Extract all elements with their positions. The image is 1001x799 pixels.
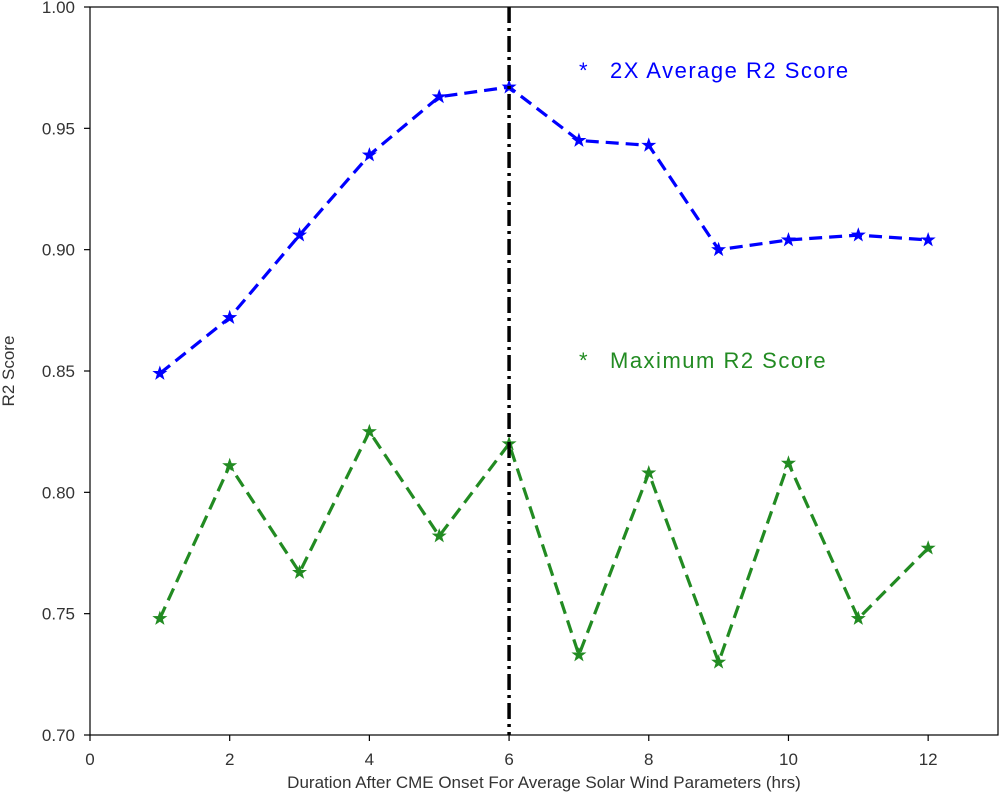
legend-label: Maximum R2 Score xyxy=(610,348,827,373)
data-point-star xyxy=(850,610,866,625)
data-point-star xyxy=(152,610,168,625)
x-tick-label: 6 xyxy=(504,750,513,769)
data-point-star xyxy=(780,232,796,247)
y-tick-label: 0.85 xyxy=(42,362,75,381)
y-tick-label: 0.70 xyxy=(42,726,75,745)
y-tick-label: 0.95 xyxy=(42,119,75,138)
y-tick-label: 0.75 xyxy=(42,605,75,624)
legend-marker: * xyxy=(579,348,589,373)
data-point-star xyxy=(431,88,447,104)
data-point-star xyxy=(292,227,308,242)
data-point-star xyxy=(361,147,377,162)
legend-entry: * Maximum R2 Score xyxy=(579,348,827,373)
legend-entry: * 2X Average R2 Score xyxy=(579,58,850,83)
y-tick-label: 0.90 xyxy=(42,241,75,260)
x-tick-label: 8 xyxy=(644,750,653,769)
legend: * 2X Average R2 Score * Maximum R2 Score xyxy=(579,58,850,373)
data-point-star xyxy=(152,365,168,380)
data-point-star xyxy=(920,232,936,247)
data-point-star xyxy=(222,457,238,473)
data-point-star xyxy=(571,132,587,147)
data-point-star xyxy=(292,564,308,579)
data-point-star xyxy=(780,455,796,470)
data-point-star xyxy=(920,540,936,555)
x-tick-label: 2 xyxy=(225,750,234,769)
y-axis-label: R2 Score xyxy=(0,336,18,407)
data-point-star xyxy=(850,227,866,242)
data-point-star xyxy=(431,528,447,543)
data-point-star xyxy=(222,309,238,325)
x-tick-label: 12 xyxy=(919,750,938,769)
data-point-star xyxy=(711,241,727,257)
data-point-star xyxy=(711,654,727,669)
axes-frame xyxy=(89,6,999,736)
x-tick-label: 0 xyxy=(85,750,94,769)
x-axis-label: Duration After CME Onset For Average Sol… xyxy=(287,773,801,792)
y-tick-label: 1.00 xyxy=(42,0,75,17)
data-point-star xyxy=(641,465,657,480)
y-tick-label: 0.80 xyxy=(42,483,75,502)
x-tick-label: 10 xyxy=(779,750,798,769)
data-point-star xyxy=(361,423,377,439)
x-tick-label: 4 xyxy=(365,750,374,769)
axis-ticks: 0 2 4 6 8 10 12 0.70 0.75 0.80 0.85 0.90 0.95 1.00 xyxy=(42,0,938,769)
series-line-1 xyxy=(158,85,929,375)
data-point-star xyxy=(641,137,657,152)
data-point-star xyxy=(571,647,587,662)
series-line-2 xyxy=(158,430,930,664)
plot-area xyxy=(152,7,936,735)
legend-marker: * xyxy=(579,58,589,83)
legend-label: 2X Average R2 Score xyxy=(610,58,850,83)
